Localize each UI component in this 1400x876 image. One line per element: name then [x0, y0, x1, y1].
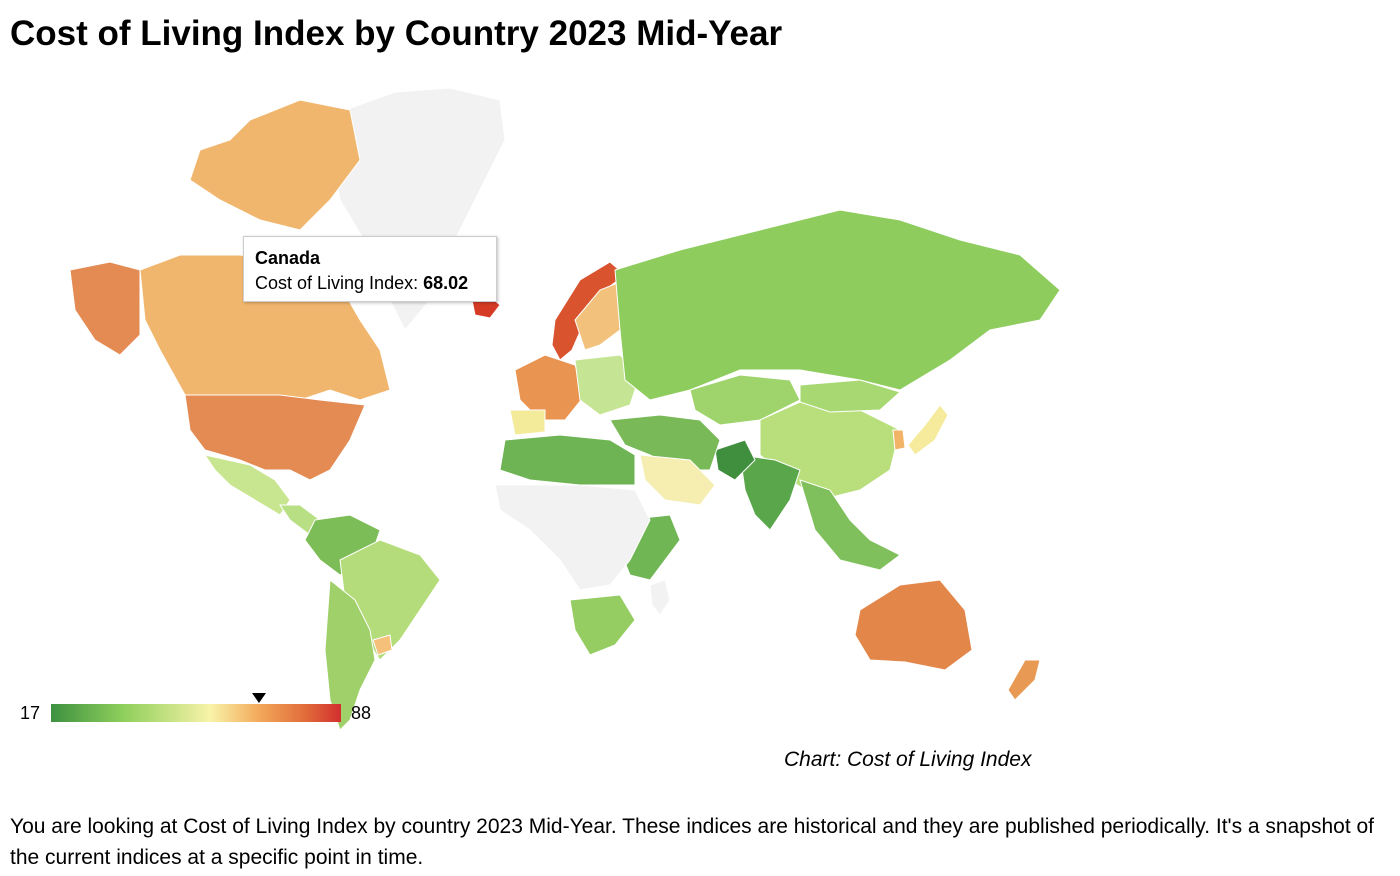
map-region-canadian-arctic[interactable]	[189, 99, 361, 231]
map-region-uruguay[interactable]	[372, 634, 393, 656]
page-description: You are looking at Cost of Living Index …	[10, 815, 1374, 869]
map-region-north-africa[interactable]	[499, 434, 636, 486]
map-region-western-europe[interactable]	[514, 354, 586, 421]
color-legend: 17 88	[20, 690, 380, 730]
map-region-pakistan[interactable]	[714, 439, 756, 481]
map-region-mongolia[interactable]	[799, 379, 901, 413]
map-region-alaska[interactable]	[69, 261, 141, 356]
map-canvas[interactable]	[0, 80, 1080, 740]
map-region-spain[interactable]	[509, 409, 546, 436]
map-tooltip: Canada Cost of Living Index: 68.02	[243, 236, 497, 302]
legend-max-label: 88	[351, 703, 372, 723]
map-region-southeast-asia[interactable]	[799, 479, 901, 571]
map-region-antarctic-islands[interactable]	[649, 579, 671, 616]
map-region-middle-east[interactable]	[609, 414, 721, 471]
tooltip-country: Canada	[255, 248, 321, 268]
tooltip-metric-value: 68.02	[423, 273, 469, 293]
page-title: Cost of Living Index by Country 2023 Mid…	[10, 14, 783, 53]
map-region-united-states[interactable]	[184, 394, 366, 481]
legend-marker-icon	[252, 693, 267, 703]
world-map[interactable]	[0, 80, 1080, 740]
map-region-australia[interactable]	[854, 579, 973, 671]
map-region-central-asia[interactable]	[689, 374, 801, 426]
map-region-japan[interactable]	[907, 404, 949, 456]
legend-gradient-bar	[51, 704, 341, 722]
chart-caption: Chart: Cost of Living Index	[784, 748, 1032, 771]
map-region-central-africa[interactable]	[494, 484, 651, 591]
map-region-southern-africa[interactable]	[569, 594, 636, 656]
map-region-saudi-arabia[interactable]	[639, 454, 716, 506]
map-region-south-korea[interactable]	[892, 429, 906, 451]
tooltip-metric-label: Cost of Living Index:	[255, 273, 419, 293]
map-region-mexico[interactable]	[203, 454, 291, 516]
map-region-russia[interactable]	[614, 209, 1061, 401]
tooltip-metric-line: Cost of Living Index: 68.02	[255, 271, 485, 296]
map-region-new-zealand[interactable]	[1007, 659, 1041, 701]
legend-min-label: 17	[20, 703, 41, 723]
map-region-india[interactable]	[739, 454, 801, 531]
map-region-argentina-chile[interactable]	[324, 579, 376, 731]
